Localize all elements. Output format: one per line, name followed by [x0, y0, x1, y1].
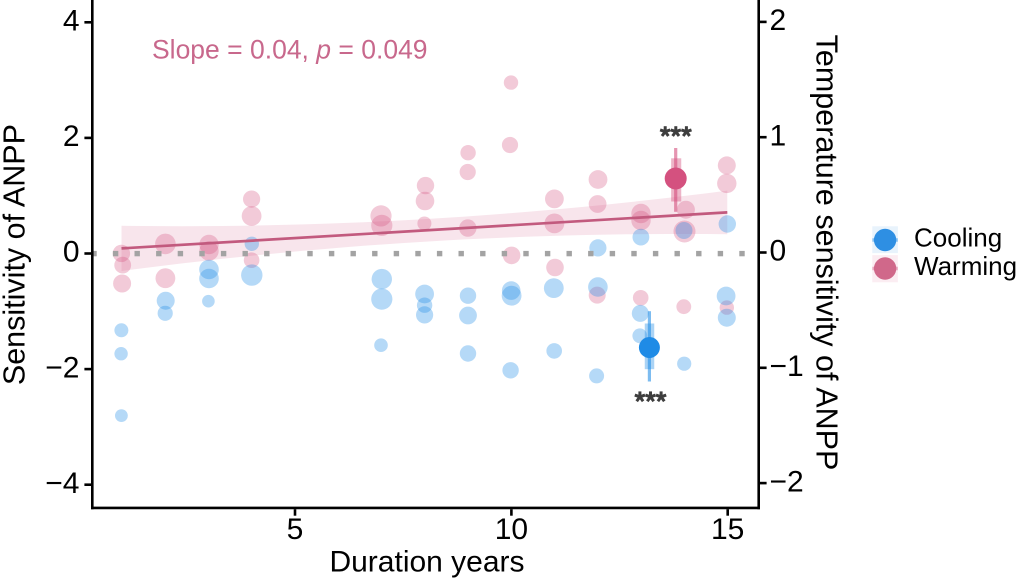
svg-text:−1: −1 — [770, 350, 804, 383]
svg-text:0: 0 — [63, 236, 80, 269]
svg-text:0: 0 — [770, 235, 787, 268]
svg-text:5: 5 — [287, 513, 304, 546]
svg-text:10: 10 — [495, 513, 528, 546]
svg-text:Warming: Warming — [914, 251, 1017, 281]
svg-text:Cooling: Cooling — [914, 223, 1002, 253]
svg-text:4: 4 — [63, 5, 80, 38]
svg-text:Temperature sensitivity of ANP: Temperature sensitivity of ANPP — [810, 35, 844, 471]
svg-text:Duration years: Duration years — [329, 546, 524, 579]
svg-text:1: 1 — [770, 119, 787, 152]
svg-text:15: 15 — [711, 513, 744, 546]
svg-text:−4: −4 — [45, 467, 79, 500]
svg-text:Slope = 0.04, p = 0.049: Slope = 0.04, p = 0.049 — [152, 35, 428, 65]
svg-text:−2: −2 — [45, 351, 79, 384]
svg-text:−2: −2 — [770, 465, 804, 498]
svg-text:Sensitivity of ANPP: Sensitivity of ANPP — [0, 124, 32, 385]
svg-text:2: 2 — [770, 4, 787, 37]
svg-text:2: 2 — [63, 120, 80, 153]
